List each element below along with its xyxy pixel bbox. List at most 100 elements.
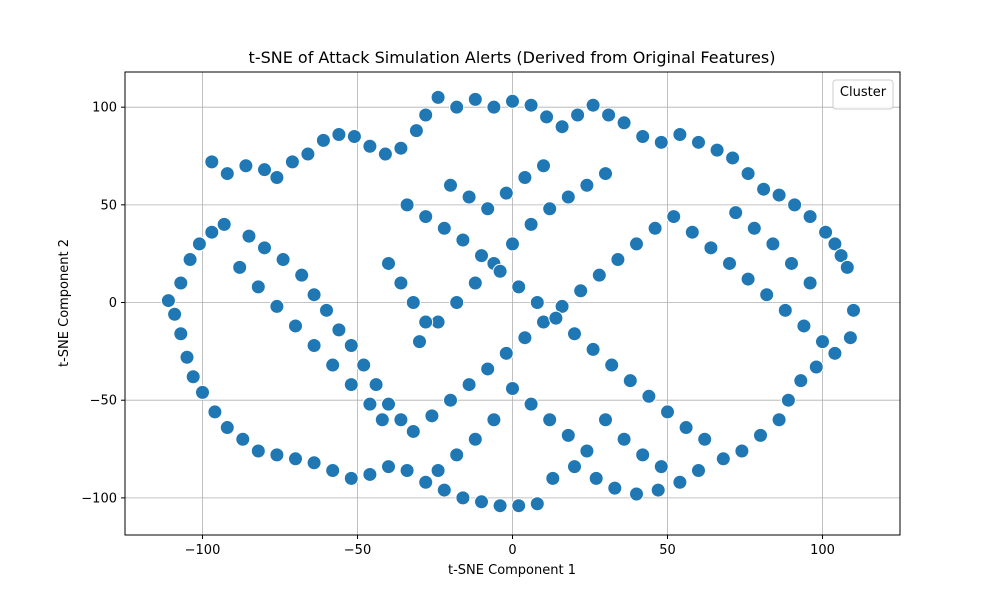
scatter-point	[802, 209, 818, 225]
scatter-point	[408, 123, 424, 139]
scatter-point	[588, 470, 604, 486]
scatter-point	[827, 345, 843, 361]
scatter-point	[545, 470, 561, 486]
scatter-point	[486, 99, 502, 115]
scatter-point	[616, 115, 632, 131]
scatter-point	[179, 349, 195, 365]
scatter-point	[455, 232, 471, 248]
scatter-point	[777, 302, 793, 318]
scatter-point	[405, 295, 421, 311]
scatter-point	[691, 463, 706, 479]
scatter-point	[235, 431, 251, 447]
scatter-point	[449, 99, 465, 115]
scatter-point	[511, 279, 527, 295]
scatter-point	[393, 412, 409, 428]
scatter-point	[182, 252, 198, 268]
scatter-point	[818, 224, 834, 240]
y-axis-label: t-SNE Component 2	[57, 239, 72, 367]
scatter-point	[381, 255, 396, 271]
scatter-point	[610, 252, 626, 268]
scatter-point	[517, 330, 533, 346]
scatter-point	[684, 224, 700, 240]
scatter-point	[839, 259, 855, 275]
scatter-point	[585, 97, 601, 113]
scatter-point	[343, 338, 359, 354]
scatter-point	[443, 392, 458, 408]
scatter-point	[523, 97, 539, 113]
scatter-point	[216, 216, 232, 232]
scatter-point	[833, 248, 849, 264]
chart-title: t-SNE of Attack Simulation Alerts (Deriv…	[249, 48, 776, 67]
scatter-point	[288, 318, 303, 334]
scatter-point	[585, 341, 601, 357]
scatter-point	[430, 89, 446, 105]
scatter-point	[787, 197, 803, 213]
scatter-point	[771, 412, 787, 428]
x-tick-label: 100	[810, 543, 835, 558]
x-tick-label: −100	[185, 543, 221, 558]
scatter-point	[467, 91, 483, 107]
y-tick-label: −50	[90, 394, 117, 409]
scatter-point	[529, 496, 545, 512]
scatter-point	[250, 279, 266, 295]
scatter-point	[629, 486, 644, 502]
scatter-point	[653, 134, 669, 150]
scatter-point	[288, 451, 303, 467]
scatter-point	[399, 463, 415, 479]
scatter-point	[412, 334, 427, 350]
scatter-point	[238, 158, 254, 174]
scatter-point	[616, 431, 632, 447]
scatter-point	[393, 275, 409, 291]
y-tick-label: −100	[81, 491, 117, 506]
scatter-point	[257, 162, 272, 178]
scatter-point	[399, 197, 415, 213]
scatter-point	[480, 201, 496, 217]
scatter-point	[505, 380, 520, 396]
scatter-point	[771, 187, 787, 203]
scatter-point	[765, 236, 781, 252]
scatter-point	[219, 166, 235, 182]
scatter-point	[204, 154, 220, 170]
scatter-point	[381, 459, 396, 475]
scatter-point	[204, 224, 220, 240]
scatter-point	[306, 338, 322, 354]
scatter-point	[846, 302, 861, 318]
scatter-point	[796, 318, 812, 334]
scatter-point	[650, 482, 666, 498]
scatter-point	[660, 404, 675, 420]
scatter-point	[601, 107, 617, 123]
scatter-point	[567, 326, 582, 342]
scatter-point	[635, 447, 651, 463]
scatter-point	[381, 396, 396, 412]
scatter-point	[780, 392, 796, 408]
scatter-point	[641, 388, 657, 404]
scatter-point	[842, 330, 858, 346]
scatter-point	[362, 466, 378, 482]
scatter-point	[579, 443, 595, 459]
scatter-point	[492, 498, 508, 514]
scatter-point	[554, 298, 570, 314]
scatter-point	[746, 220, 762, 236]
x-tick-label: 50	[659, 543, 676, 558]
scatter-point	[815, 334, 830, 350]
scatter-point	[424, 408, 440, 424]
scatter-point	[678, 420, 694, 436]
scatter-point	[300, 146, 316, 162]
scatter-point	[269, 169, 285, 185]
legend: Cluster	[832, 79, 894, 110]
scatter-point	[343, 470, 359, 486]
scatter-points	[160, 89, 861, 514]
scatter-point	[629, 236, 644, 252]
x-tick-label: 0	[508, 543, 516, 558]
scatter-point	[405, 423, 421, 439]
y-tick-label: 100	[92, 101, 117, 116]
scatter-point	[653, 459, 669, 475]
scatter-point	[591, 267, 607, 283]
scatter-point	[461, 377, 477, 393]
scatter-point	[784, 255, 799, 271]
scatter-point	[722, 255, 737, 271]
scatter-point	[331, 127, 347, 143]
scatter-point	[523, 216, 539, 232]
scatter-point	[570, 107, 586, 123]
